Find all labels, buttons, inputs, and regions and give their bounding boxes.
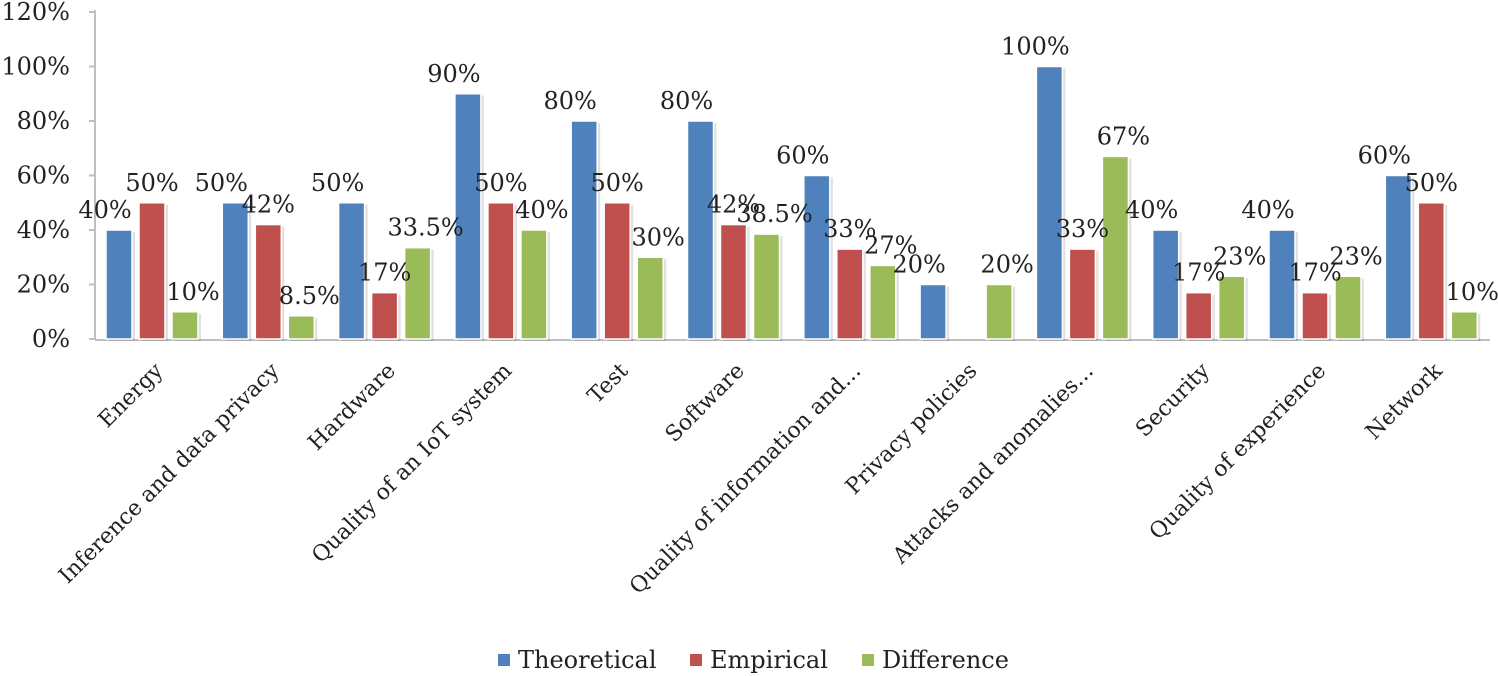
bar-difference [752,233,781,340]
bar-empirical [254,223,283,340]
bar-theoretical [919,283,947,340]
data-label-empirical: 33% [1056,215,1109,243]
data-label-difference: 40% [515,196,568,224]
legend-swatch-difference [862,654,874,666]
bar-difference [985,283,1013,340]
data-label-difference: 23% [1329,242,1382,270]
bar-difference [171,311,199,340]
x-tick-label: Network [1361,358,1448,445]
y-tick-label: 80% [17,107,70,135]
data-label-empirical: 42% [707,191,760,219]
bar-difference [1334,275,1362,340]
legend-label-empirical: Empirical [710,646,828,674]
data-label-empirical: 33% [823,215,876,243]
bar-difference [1101,155,1130,340]
bar-theoretical [1035,65,1064,340]
bar-empirical [138,202,166,340]
data-label-difference: 10% [166,278,219,306]
data-label-difference: 8.5% [279,282,340,310]
bar-empirical [1417,202,1446,340]
bar-theoretical [686,120,715,340]
bar-theoretical [1151,229,1180,340]
x-tick-label: Test [583,358,633,408]
data-label-theoretical: 50% [195,169,248,197]
bar-theoretical [221,202,250,340]
bar-empirical [1184,291,1213,340]
data-label-empirical: 17% [1172,259,1225,287]
data-label-theoretical: 80% [660,87,713,115]
bar-difference [869,264,897,340]
y-tick-label: 40% [17,216,70,244]
bar-theoretical [337,202,366,340]
x-tick-label: Inference and data privacy [54,358,285,589]
bar-empirical [836,248,864,340]
data-label-empirical: 50% [1405,169,1458,197]
bar-empirical [370,291,399,340]
bar-empirical [719,223,748,340]
y-tick-label: 20% [17,271,70,299]
data-label-empirical: 50% [591,169,644,197]
data-label-difference: 67% [1097,122,1150,150]
y-tick-label: 100% [1,53,70,81]
y-tick-label: 0% [32,325,70,353]
bar-difference [1217,275,1246,340]
bar-theoretical [105,229,133,340]
y-tick-label: 120% [1,0,70,26]
x-tick-label: Software [661,359,750,448]
data-label-difference: 38.5% [736,200,812,228]
bar-theoretical [454,93,482,340]
data-label-theoretical: 60% [1358,142,1411,170]
bar-theoretical [570,120,598,340]
legend-label-theoretical: Theoretical [518,646,657,674]
bar-empirical [1068,248,1097,340]
bar-difference [287,315,316,340]
x-tick-label: Attacks and anomalies... [888,359,1099,570]
data-label-theoretical: 40% [1241,196,1294,224]
bar-difference [636,256,664,340]
y-axis-ticks: 0% 20% 40% 60% 80% 100% 120% [1,0,95,353]
data-label-theoretical: 40% [1125,196,1178,224]
bar-empirical [487,202,515,340]
data-label-empirical: 42% [242,191,295,219]
x-tick-label: Energy [94,358,169,433]
x-tick-label: Hardware [304,359,401,456]
bar-difference [520,229,548,340]
x-tick-label: Quality of an IoT system [307,358,517,568]
bar-theoretical [1268,229,1296,340]
bar-empirical [603,202,631,340]
chart-bars [105,65,1481,341]
data-label-difference: 23% [1213,242,1266,270]
data-label-theoretical: 90% [427,60,480,88]
x-tick-label: Quality of information and... [625,359,866,600]
data-labels: 40%50%10%50%42%8.5%50%17%33.5%90%50%40%8… [78,33,1498,310]
bar-difference [403,246,432,340]
data-label-theoretical: 80% [544,87,597,115]
bar-theoretical [1384,174,1413,340]
bar-empirical [1301,291,1329,340]
x-tick-label: Security [1131,358,1215,442]
data-label-difference: 10% [1446,278,1498,306]
legend-swatch-theoretical [498,654,510,666]
data-label-difference: 27% [864,231,917,259]
data-label-difference: 33.5% [387,214,463,242]
data-label-theoretical: 20% [892,251,945,279]
data-label-difference: 20% [980,251,1033,279]
data-label-theoretical: 60% [776,142,829,170]
chart-legend: Theoretical Empirical Difference [498,646,1009,674]
data-label-theoretical: 40% [78,196,131,224]
bar-theoretical [803,174,831,340]
legend-label-difference: Difference [882,646,1009,674]
y-tick-label: 60% [17,162,70,190]
data-label-theoretical: 50% [311,169,364,197]
data-label-empirical: 17% [358,259,411,287]
data-label-difference: 30% [632,223,685,251]
bar-difference [1450,311,1479,340]
data-label-theoretical: 100% [1001,33,1070,61]
data-label-empirical: 17% [1288,259,1341,287]
data-label-empirical: 50% [474,169,527,197]
legend-swatch-empirical [690,654,702,666]
data-label-empirical: 50% [125,169,178,197]
